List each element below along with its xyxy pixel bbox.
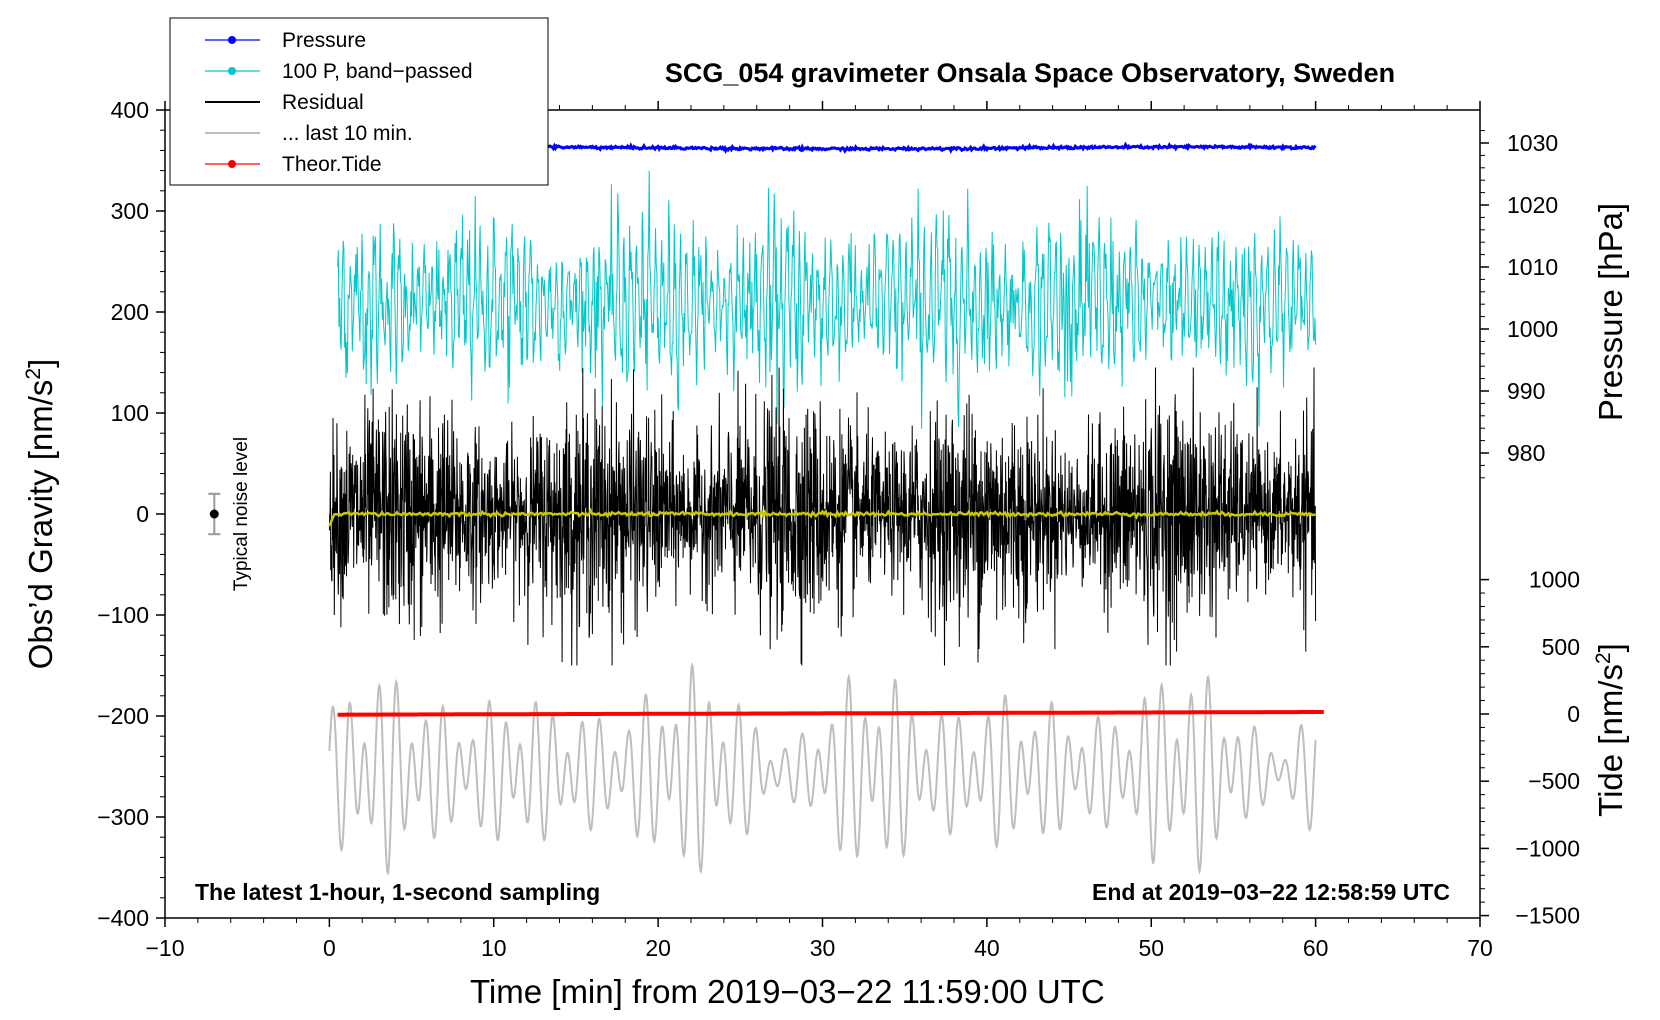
- series-smoothed-line: [328, 507, 1316, 527]
- y-axis-title-tide: Tide [nm/s2]: [1592, 643, 1629, 817]
- note-right: End at 2019−03−22 12:58:59 UTC: [1092, 879, 1450, 905]
- y-tick-label: −200: [97, 703, 149, 729]
- series-layer: [328, 141, 1324, 876]
- pressure-tick-label: 1000: [1507, 316, 1558, 342]
- legend-marker: [228, 36, 236, 44]
- y-axis-title-gravity-main: Obs’d Gravity [nm/s: [22, 380, 59, 670]
- legend: Pressure 100 P, band−passed Residual ... la…: [169, 17, 549, 186]
- legend-label: Pressure: [282, 29, 366, 52]
- pressure-tick-label: 980: [1507, 440, 1545, 466]
- x-tick-label: 50: [1138, 935, 1164, 961]
- legend-marker: [228, 67, 236, 75]
- series-last10-line: [328, 661, 1317, 876]
- y-tick-label: 100: [111, 400, 149, 426]
- tide-tick-label: 1000: [1529, 567, 1580, 593]
- x-tick-label: 30: [810, 935, 836, 961]
- x-tick-label: 10: [481, 935, 507, 961]
- tide-tick-label: 0: [1567, 701, 1580, 727]
- x-tick-label: 60: [1303, 935, 1329, 961]
- y-tick-label: −300: [97, 804, 149, 830]
- noise-label: Typical noise level: [231, 437, 252, 591]
- y-axis-title-gravity: Obs’d Gravity [nm/s2]: [22, 359, 59, 670]
- x-axis-title: Time [min] from 2019−03−22 11:59:00 UTC: [470, 973, 1105, 1010]
- y-tick-label: −100: [97, 602, 149, 628]
- x-tick-label: −10: [145, 935, 184, 961]
- tide-tick-label: −500: [1528, 768, 1580, 794]
- y-tick-label: 200: [111, 299, 149, 325]
- y-tick-label: 400: [111, 97, 149, 123]
- tide-tick-label: 500: [1542, 634, 1580, 660]
- pressure-tick-label: 990: [1507, 378, 1545, 404]
- legend-label: 100 P, band−passed: [282, 60, 473, 83]
- tide-tick-label: −1000: [1515, 835, 1580, 861]
- y-axis-title-tide-end: ]: [1592, 643, 1629, 652]
- y-axis-title-gravity-sup: 2: [22, 368, 45, 380]
- series-bandpass-line: [337, 170, 1317, 429]
- y-axis-title-gravity-end: ]: [22, 359, 59, 368]
- pressure-tick-label: 1030: [1507, 130, 1558, 156]
- y-axis-title-pressure: Pressure [hPa]: [1592, 203, 1629, 421]
- pressure-tick-label: 1010: [1507, 254, 1558, 280]
- series-tide-line: [337, 710, 1324, 717]
- legend-label: Theor.Tide: [282, 153, 382, 176]
- y-axis-title-tide-sup: 2: [1592, 652, 1615, 664]
- noise-indicator: Typical noise level: [208, 437, 252, 591]
- y-axis-title-tide-main: Tide [nm/s: [1592, 664, 1629, 817]
- chart-title: SCG_054 gravimeter Onsala Space Observat…: [665, 58, 1395, 88]
- y-tick-label: 0: [136, 501, 149, 527]
- pressure-tick-label: 1020: [1507, 192, 1558, 218]
- x-tick-label: 40: [974, 935, 1000, 961]
- noise-point: [209, 509, 219, 519]
- legend-label: Residual: [282, 91, 364, 114]
- y-tick-label: 300: [111, 198, 149, 224]
- tide-tick-label: −1500: [1515, 903, 1580, 929]
- legend-label: ... last 10 min.: [282, 122, 413, 145]
- legend-marker: [228, 160, 236, 168]
- x-tick-label: 70: [1467, 935, 1493, 961]
- axis-layer: −10 0 10 20 30 40 50 60 704003002001000−100−200−…: [97, 97, 1580, 961]
- legend-items: Pressure 100 P, band−passed Residual ... la…: [205, 29, 473, 176]
- series-residual-line: [328, 367, 1317, 666]
- x-tick-label: 20: [645, 935, 671, 961]
- x-tick-label: 0: [323, 935, 336, 961]
- note-left: The latest 1-hour, 1-second sampling: [195, 879, 600, 905]
- y-tick-label: −400: [97, 905, 149, 931]
